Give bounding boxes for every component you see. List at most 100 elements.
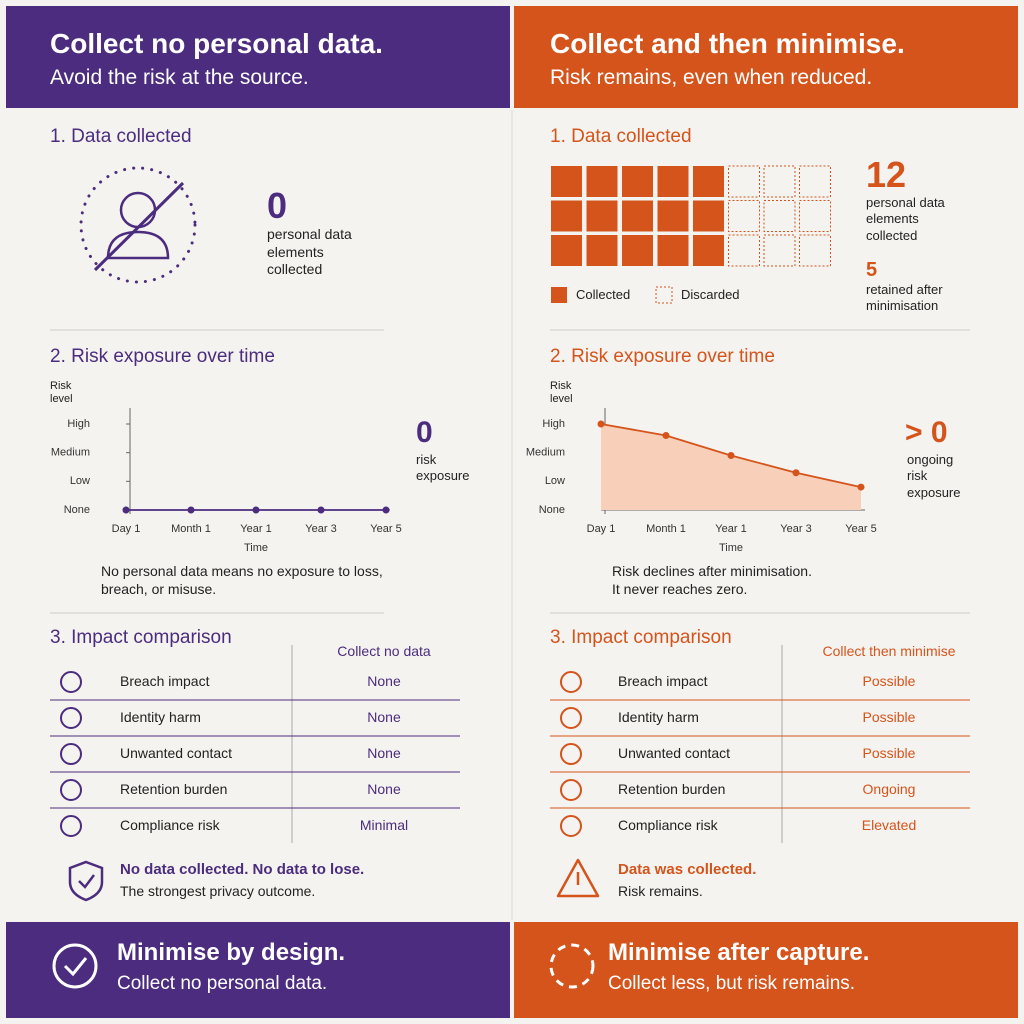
icon-dotted-circle xyxy=(79,166,197,284)
grid-square xyxy=(622,200,653,232)
note-text: Risk remains. xyxy=(618,883,703,899)
row-icon xyxy=(60,671,82,693)
legend-label: Discarded xyxy=(681,287,740,302)
x-tick-label: Year 5 xyxy=(845,523,876,535)
section-heading: 3. Impact comparison xyxy=(550,627,732,648)
footer-text: Collect no personal data. xyxy=(117,973,328,994)
y-tick-label: Medium xyxy=(51,447,90,459)
grid-square xyxy=(799,200,831,232)
x-tick-label: Day 1 xyxy=(112,523,141,535)
x-tick-label: Year 1 xyxy=(715,523,746,535)
retained-value: 5 xyxy=(866,259,878,281)
grid-square xyxy=(551,235,582,266)
grid-square xyxy=(728,234,760,267)
point xyxy=(597,420,605,428)
x-tick-label: Day 1 xyxy=(587,523,616,535)
y-tick-label: Medium xyxy=(526,447,565,459)
header-title: Collect no personal data. xyxy=(50,28,383,59)
grid-square xyxy=(763,200,796,232)
footer-band xyxy=(514,922,1018,1018)
grid-square xyxy=(763,234,796,267)
row-value: Possible xyxy=(862,709,916,725)
section-heading: 3. Impact comparison xyxy=(50,627,232,648)
header-band xyxy=(514,6,1018,108)
y-tick-label: High xyxy=(67,418,90,430)
grid-square xyxy=(799,165,831,198)
note-text: The strongest privacy outcome. xyxy=(120,883,316,899)
point xyxy=(317,506,325,514)
y-tick-label: Low xyxy=(70,475,90,487)
row-label: Compliance risk xyxy=(618,817,718,833)
y-axis-label: Risk level xyxy=(550,380,573,406)
legend-swatch xyxy=(551,287,567,303)
header-title: Collect and then minimise. xyxy=(550,28,905,59)
row-icon xyxy=(560,815,582,837)
row-icon xyxy=(560,743,582,765)
section-heading: 1. Data collected xyxy=(550,126,692,147)
grid-square xyxy=(728,165,760,198)
row-value: Elevated xyxy=(861,817,917,833)
row-label: Retention burden xyxy=(120,781,228,797)
y-tick-label: High xyxy=(542,418,565,430)
row-icon xyxy=(60,815,82,837)
x-tick-label: Year 1 xyxy=(240,523,271,535)
point xyxy=(662,431,670,439)
footer-title: Minimise after capture. xyxy=(608,939,870,966)
row-value: None xyxy=(367,673,401,689)
header-subtitle: Avoid the risk at the source. xyxy=(50,66,309,89)
row-label: Identity harm xyxy=(120,709,201,725)
row-icon xyxy=(560,671,582,693)
row-icon xyxy=(60,707,82,729)
note-check xyxy=(78,874,95,889)
row-value: Minimal xyxy=(359,817,409,833)
grid-square xyxy=(586,235,618,266)
row-label: Unwanted contact xyxy=(120,745,233,761)
point xyxy=(727,452,735,460)
point xyxy=(252,506,260,514)
x-tick-label: Year 3 xyxy=(305,523,336,535)
grid-square xyxy=(657,200,689,232)
risk-caption: No personal data means no exposure to lo… xyxy=(101,563,383,597)
count-label: personal data elements collected xyxy=(866,195,945,243)
header-subtitle: Risk remains, even when reduced. xyxy=(550,66,873,89)
x-axis-label: Time xyxy=(719,542,743,554)
grid-square xyxy=(622,166,653,197)
count-label: personal data elements collected xyxy=(267,226,352,277)
row-value: None xyxy=(367,745,401,761)
grid-square xyxy=(551,166,582,197)
row-icon xyxy=(560,707,582,729)
legend-swatch xyxy=(655,286,673,304)
count-value: 0 xyxy=(267,185,288,226)
row-label: Retention burden xyxy=(618,781,726,797)
point xyxy=(857,483,865,491)
point xyxy=(792,469,800,477)
row-value: None xyxy=(367,781,401,797)
y-axis-label: Risk level xyxy=(50,380,73,406)
icon-person-head xyxy=(119,191,157,229)
section-heading: 2. Risk exposure over time xyxy=(50,346,275,367)
grid-square xyxy=(763,165,796,198)
x-tick-label: Year 3 xyxy=(780,523,811,535)
grid-square xyxy=(551,200,582,232)
footer-check xyxy=(63,957,88,977)
row-label: Compliance risk xyxy=(120,817,220,833)
grid-square xyxy=(693,200,724,232)
row-value: None xyxy=(367,709,401,725)
section-heading: 2. Risk exposure over time xyxy=(550,346,775,367)
grid-square xyxy=(586,200,618,232)
count-value: 12 xyxy=(866,154,907,195)
row-label: Breach impact xyxy=(120,673,210,689)
row-value: Possible xyxy=(862,673,916,689)
footer-icon xyxy=(52,943,98,989)
row-icon xyxy=(60,743,82,765)
grid-square xyxy=(586,166,618,197)
retained-label: retained after minimisation xyxy=(866,282,943,314)
risk-label: ongoing risk exposure xyxy=(907,452,961,500)
footer-icon xyxy=(549,943,595,989)
risk-caption: Risk declines after minimisation. It nev… xyxy=(612,563,812,597)
grid-square xyxy=(728,200,760,232)
section-heading: 1. Data collected xyxy=(50,126,192,147)
y-tick-label: None xyxy=(539,504,565,516)
row-label: Breach impact xyxy=(618,673,708,689)
